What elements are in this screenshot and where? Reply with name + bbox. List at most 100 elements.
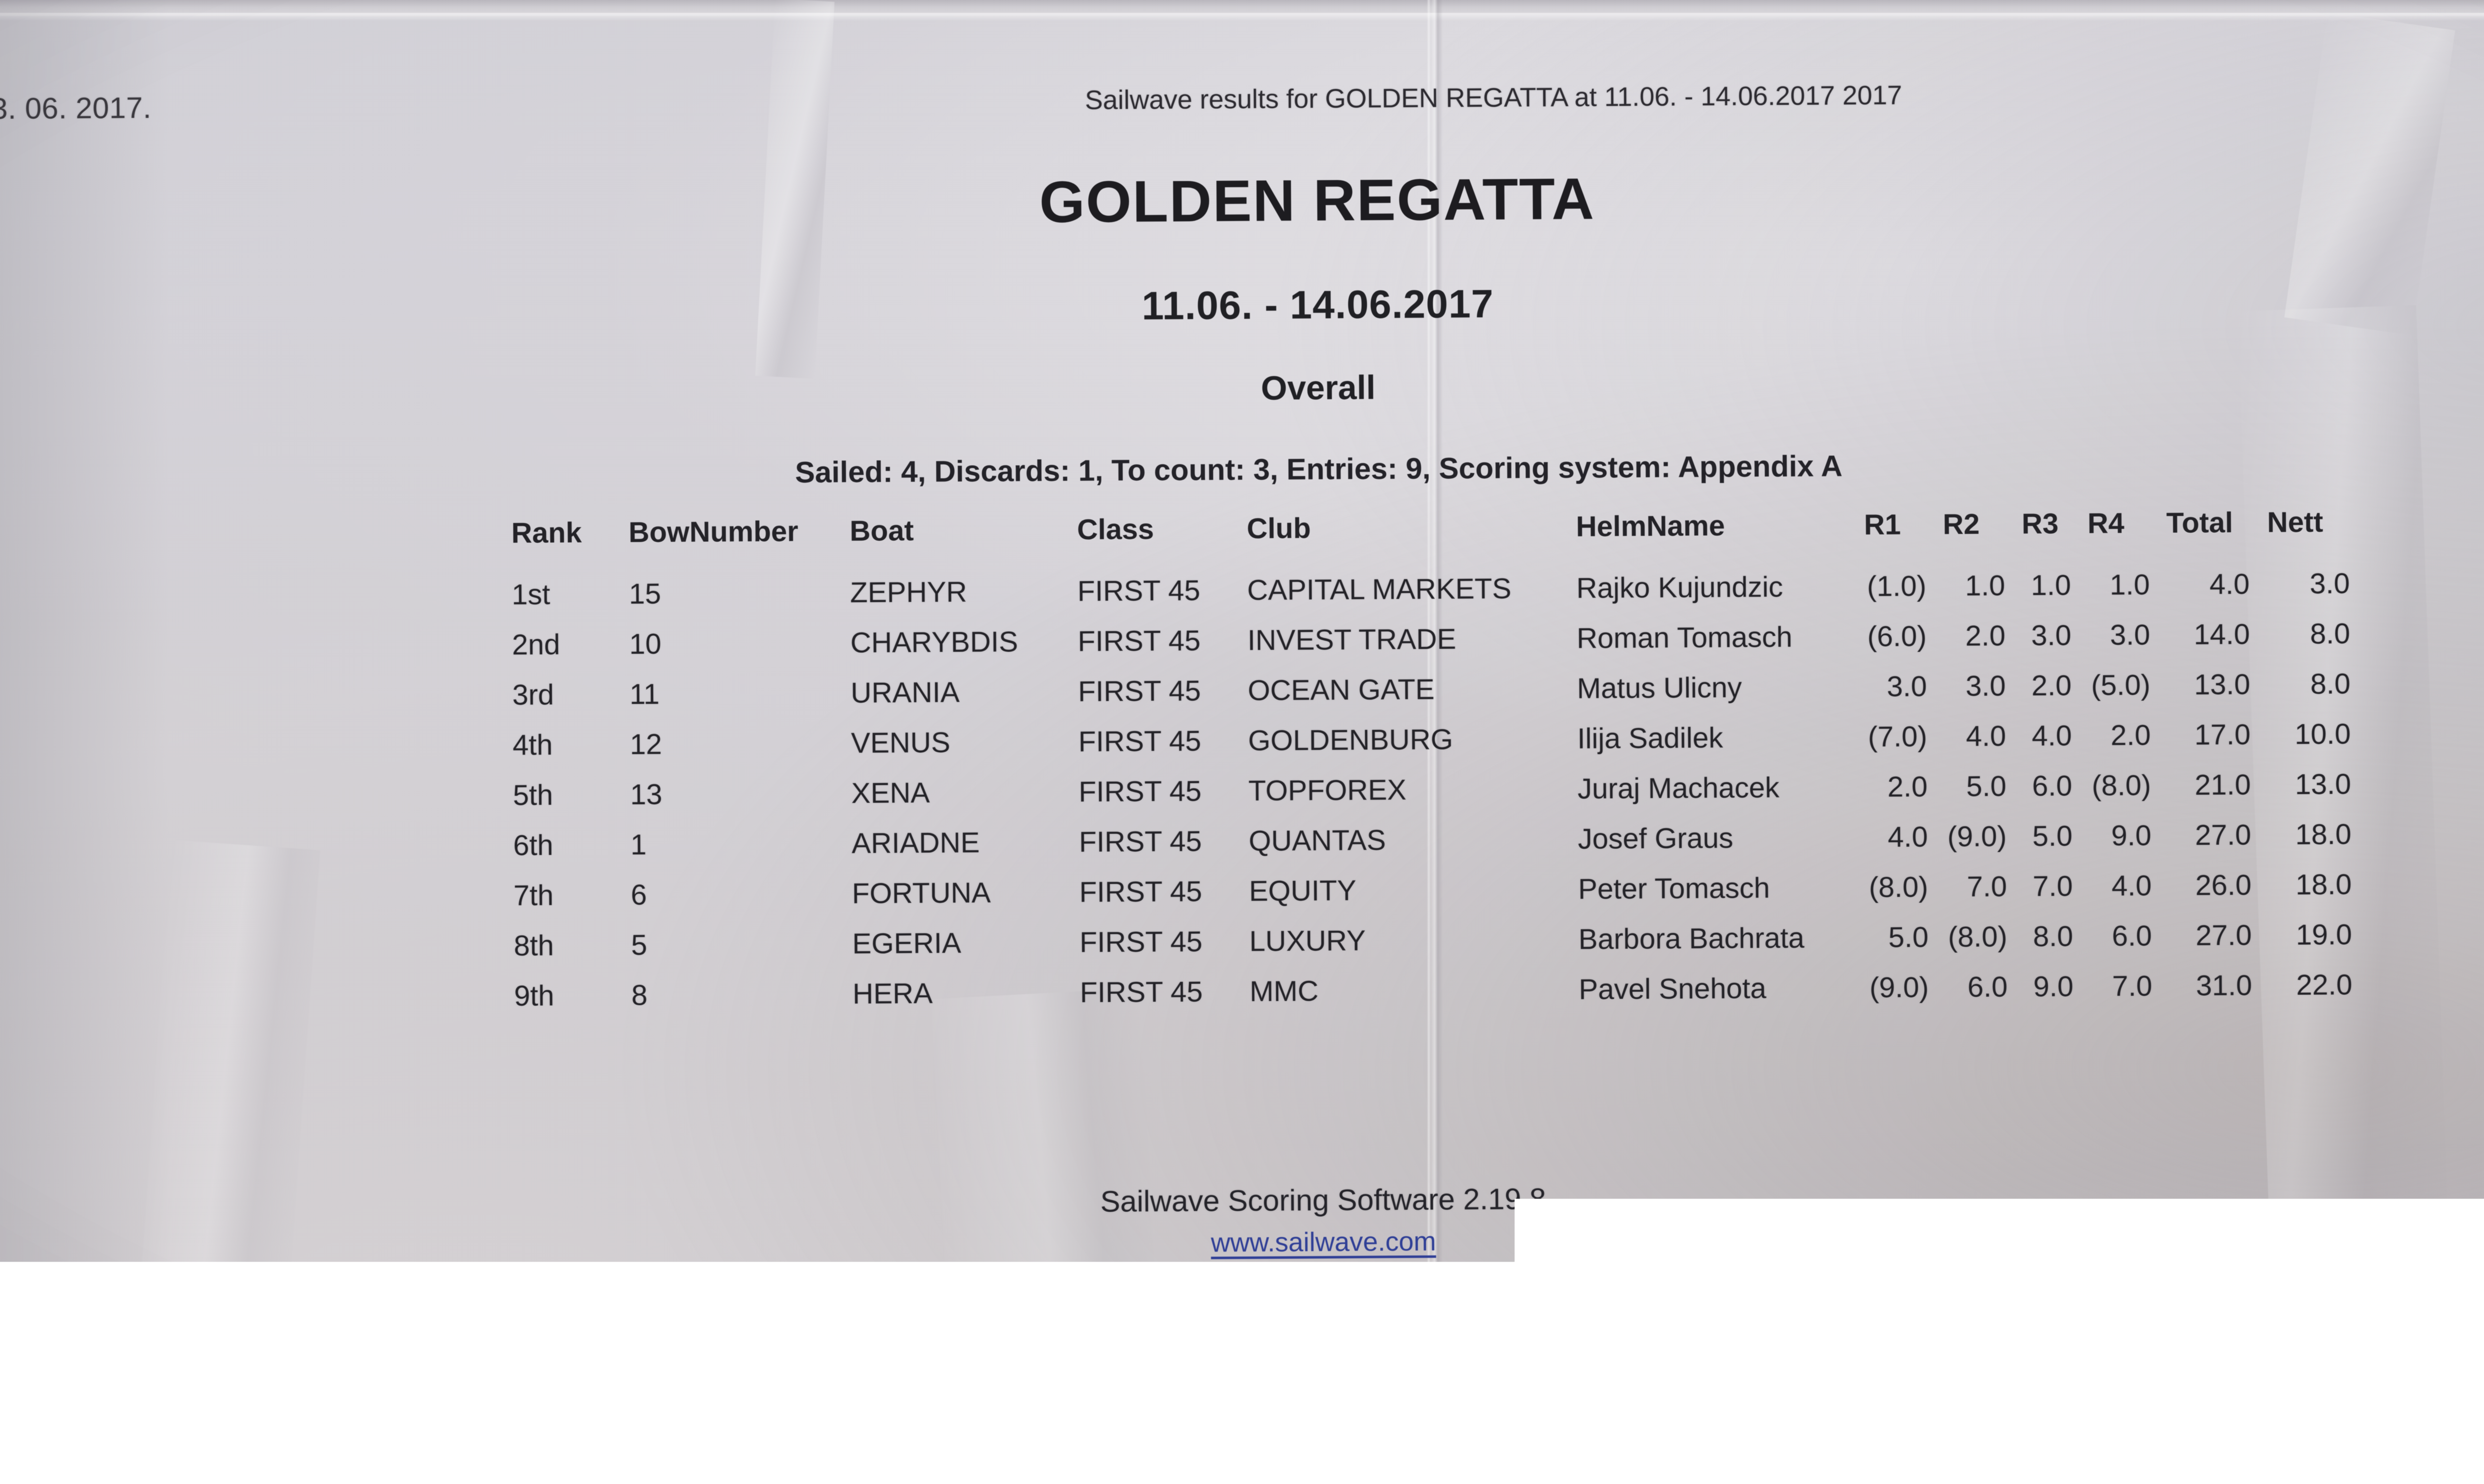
cell-club: INVEST TRADE: [1247, 613, 1577, 666]
cell-boat: VENUS: [851, 717, 1079, 768]
column-header-total: Total: [2166, 506, 2267, 559]
cell-r1: (7.0): [1865, 711, 1944, 762]
cell-r3: 7.0: [2023, 861, 2090, 912]
cell-bownumber: 5: [631, 919, 853, 970]
column-header-nett: Nett: [2267, 505, 2349, 559]
cell-class: FIRST 45: [1080, 966, 1249, 1018]
cell-r2: 3.0: [1943, 661, 2022, 711]
printed-page-content: 3. 06. 2017. Sailwave results for GOLDEN…: [0, 0, 2484, 1484]
column-header-r1: R1: [1864, 508, 1943, 561]
cell-r2: 5.0: [1944, 761, 2023, 812]
cell-club: OCEAN GATE: [1247, 664, 1577, 716]
cell-r3: 5.0: [2023, 811, 2090, 862]
cell-class: FIRST 45: [1080, 916, 1249, 967]
cell-bownumber: 12: [630, 718, 852, 770]
results-table: Rank BowNumber Boat Class Club HelmName …: [511, 505, 2352, 1021]
cell-total: 4.0: [2167, 559, 2268, 609]
cell-r4: 7.0: [2090, 961, 2169, 1012]
footer-link-wrapper: www.sailwave.com: [4, 1219, 2484, 1265]
cell-r2: 6.0: [1945, 962, 2024, 1012]
cell-bownumber: 13: [630, 768, 852, 820]
cell-club: MMC: [1249, 965, 1579, 1017]
cell-boat: EGERIA: [852, 917, 1080, 969]
cell-boat: ZEPHYR: [850, 566, 1078, 618]
cell-r4: 6.0: [2090, 911, 2169, 962]
cell-r1: 5.0: [1866, 912, 1945, 963]
cell-helmname: Roman Tomasch: [1576, 611, 1864, 664]
cell-rank: 9th: [514, 970, 632, 1021]
cell-nett: 8.0: [2268, 659, 2350, 709]
column-header-r4: R4: [2088, 507, 2167, 560]
cell-r2: 4.0: [1944, 711, 2023, 761]
cell-r3: 2.0: [2022, 661, 2089, 711]
cell-rank: 2nd: [512, 619, 629, 669]
cell-r3: 8.0: [2024, 911, 2090, 962]
cell-helmname: Pavel Snehota: [1579, 963, 1867, 1015]
cell-nett: 18.0: [2269, 809, 2351, 860]
cell-helmname: Barbora Bachrata: [1578, 912, 1866, 965]
cell-total: 27.0: [2168, 810, 2269, 860]
cell-total: 27.0: [2169, 910, 2270, 961]
cell-r1: (1.0): [1864, 561, 1943, 611]
cell-boat: HERA: [853, 967, 1080, 1019]
cell-total: 26.0: [2169, 860, 2270, 910]
browser-print-header-title: Sailwave results for GOLDEN REGATTA at 1…: [1085, 80, 1902, 116]
cell-boat: CHARYBDIS: [850, 616, 1078, 668]
cell-club: CAPITAL MARKETS: [1247, 563, 1576, 615]
cell-rank: 6th: [513, 819, 631, 870]
cell-total: 21.0: [2168, 759, 2269, 810]
cell-r3: 4.0: [2023, 711, 2089, 761]
cell-nett: 22.0: [2270, 960, 2352, 1010]
series-summary-line: Sailed: 4, Discards: 1, To count: 3, Ent…: [0, 444, 2484, 494]
table-row: 9th 8 HERA FIRST 45 MMC Pavel Snehota (9.0) 6.0…: [514, 960, 2353, 1021]
footer-software-credit: Sailwave Scoring Software 2.19.8: [3, 1175, 2484, 1225]
cell-helmname: Juraj Machacek: [1577, 762, 1865, 814]
cell-club: EQUITY: [1249, 864, 1578, 916]
cell-club: LUXURY: [1249, 914, 1578, 966]
column-header-club: Club: [1246, 510, 1576, 565]
regatta-date-range: 11.06. - 14.06.2017: [0, 274, 2484, 336]
cell-r4: 3.0: [2088, 610, 2167, 661]
cell-r4: (8.0): [2089, 760, 2168, 811]
cell-total: 13.0: [2167, 659, 2268, 710]
cell-club: GOLDENBURG: [1248, 714, 1577, 766]
cell-class: FIRST 45: [1079, 766, 1248, 817]
cell-r1: (9.0): [1866, 962, 1945, 1013]
cell-r1: 3.0: [1865, 661, 1944, 712]
cell-r4: (5.0): [2089, 660, 2168, 711]
cell-class: FIRST 45: [1078, 716, 1248, 767]
cell-bownumber: 10: [629, 618, 851, 669]
cell-r3: 6.0: [2023, 761, 2089, 812]
cell-bownumber: 11: [629, 668, 851, 720]
results-table-body: 1st 15 ZEPHYR FIRST 45 CAPITAL MARKETS Rajko …: [512, 558, 2352, 1021]
cell-boat: XENA: [851, 767, 1079, 818]
cell-rank: 7th: [513, 870, 631, 920]
cell-r3: 1.0: [2022, 560, 2088, 611]
cell-r1: (8.0): [1866, 862, 1945, 912]
cell-r2: 1.0: [1943, 560, 2022, 611]
cell-r1: 4.0: [1866, 812, 1945, 862]
cell-r3: 9.0: [2024, 962, 2091, 1012]
cell-bownumber: 1: [630, 818, 852, 870]
column-header-boat: Boat: [850, 513, 1077, 568]
column-header-r2: R2: [1942, 507, 2021, 561]
cell-club: QUANTAS: [1248, 814, 1578, 866]
column-header-class: Class: [1077, 512, 1247, 566]
cell-r1: (6.0): [1864, 611, 1943, 662]
column-header-helmname: HelmName: [1576, 508, 1864, 563]
page-title: GOLDEN REGATTA: [0, 159, 2484, 242]
cell-r4: 2.0: [2089, 710, 2168, 761]
cell-r2: 7.0: [1945, 861, 2024, 912]
cell-helmname: Matus Ulicny: [1577, 662, 1865, 714]
cell-nett: 19.0: [2269, 909, 2352, 960]
cell-helmname: Josef Graus: [1578, 812, 1866, 864]
cell-r4: 1.0: [2088, 560, 2167, 610]
cell-bownumber: 8: [631, 969, 853, 1021]
cell-nett: 8.0: [2267, 608, 2350, 659]
cell-club: TOPFOREX: [1248, 764, 1578, 816]
cell-nett: 10.0: [2268, 709, 2351, 759]
sailwave-website-link[interactable]: www.sailwave.com: [1211, 1227, 1436, 1258]
column-header-rank: Rank: [511, 516, 629, 569]
cell-rank: 8th: [514, 920, 631, 970]
cell-total: 17.0: [2168, 709, 2269, 760]
